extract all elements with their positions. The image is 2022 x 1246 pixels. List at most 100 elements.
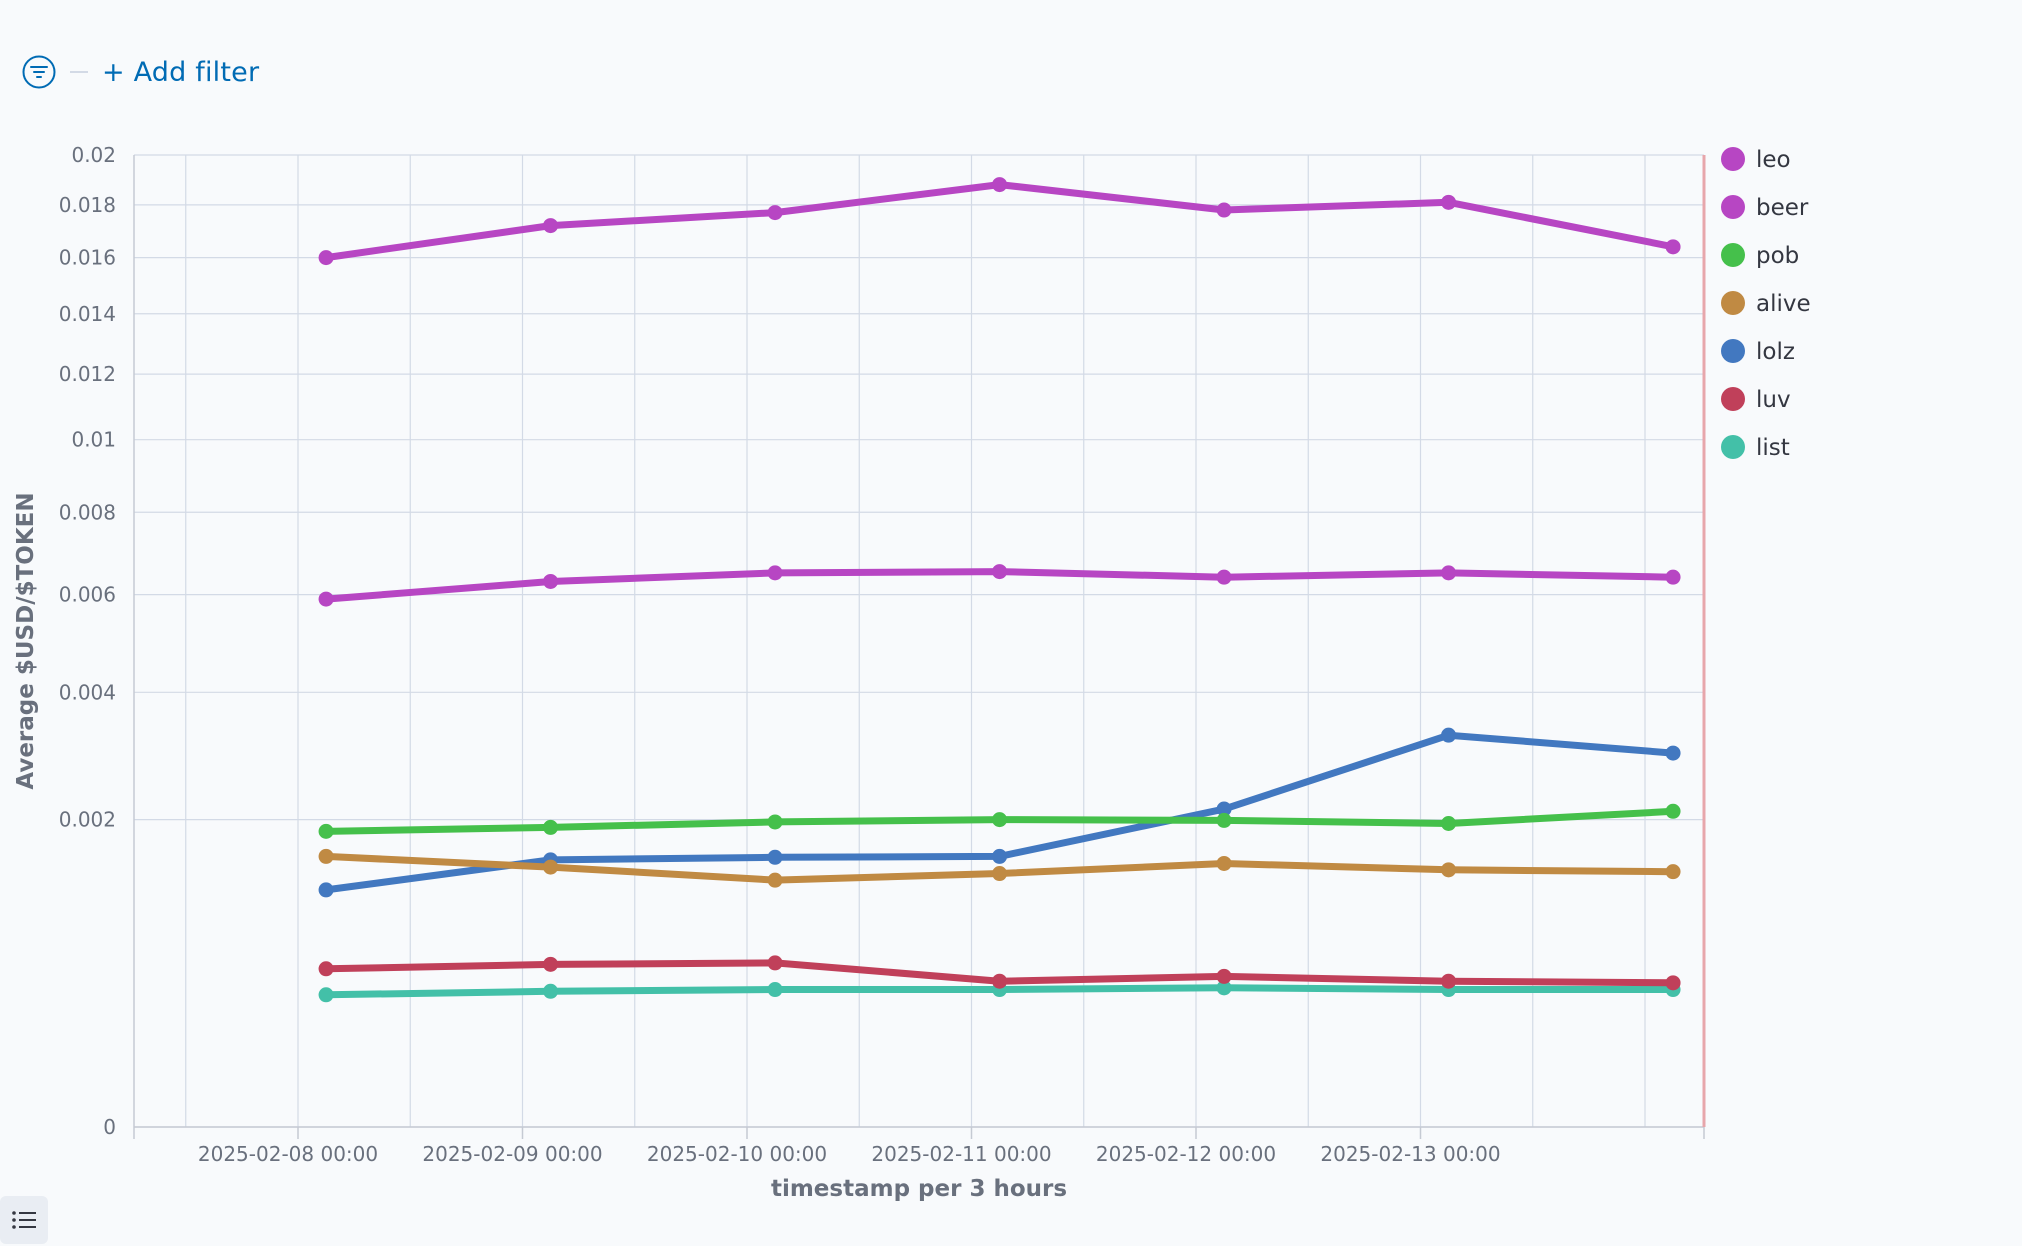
y-tick-label: 0.008 xyxy=(59,500,116,524)
data-point-lolz xyxy=(1216,801,1232,817)
filter-separator xyxy=(70,71,88,73)
x-tick-label: 2025-02-10 00:00 xyxy=(647,1142,827,1166)
data-point-luv xyxy=(992,973,1008,989)
y-tick-label: 0.01 xyxy=(71,428,116,452)
x-tick-label: 2025-02-09 00:00 xyxy=(422,1142,602,1166)
data-point-leo xyxy=(992,177,1008,193)
data-point-list xyxy=(767,982,783,998)
legend-item-luv[interactable]: luv xyxy=(1721,387,1791,413)
legend-swatch xyxy=(1721,243,1745,267)
add-filter-button[interactable]: + Add filter xyxy=(102,56,260,88)
data-point-pob xyxy=(543,819,559,835)
data-point-luv xyxy=(543,956,559,972)
legend-label: lolz xyxy=(1756,339,1795,365)
legend-toggle-button[interactable] xyxy=(0,1196,48,1244)
data-point-luv xyxy=(1216,968,1232,984)
data-point-pob xyxy=(767,814,783,830)
legend-swatch xyxy=(1721,147,1745,171)
data-point-lolz xyxy=(1665,745,1681,761)
y-tick-label: 0.002 xyxy=(59,808,116,832)
x-tick-label: 2025-02-08 00:00 xyxy=(198,1142,378,1166)
y-tick-label: 0.004 xyxy=(59,680,116,704)
series-alive xyxy=(318,848,1681,888)
data-point-alive xyxy=(1441,862,1457,878)
data-point-beer xyxy=(543,573,559,589)
data-point-alive xyxy=(543,859,559,875)
legend-swatch xyxy=(1721,387,1745,411)
data-point-pob xyxy=(1216,812,1232,828)
data-point-luv xyxy=(1441,973,1457,989)
data-point-luv xyxy=(1665,975,1681,991)
legend-item-beer[interactable]: beer xyxy=(1721,195,1809,221)
y-tick-label: 0.012 xyxy=(59,362,116,386)
data-point-luv xyxy=(767,955,783,971)
chart-series xyxy=(318,177,1681,1003)
y-tick-label: 0.014 xyxy=(59,302,116,326)
data-point-list xyxy=(543,983,559,999)
legend-label: alive xyxy=(1756,291,1811,317)
data-point-alive xyxy=(1665,864,1681,880)
data-point-pob xyxy=(1441,815,1457,831)
data-point-leo xyxy=(1665,239,1681,255)
data-point-lolz xyxy=(1441,727,1457,743)
legend-label: luv xyxy=(1756,387,1791,413)
series-leo xyxy=(318,177,1681,266)
data-point-leo xyxy=(767,205,783,221)
data-point-pob xyxy=(318,823,334,839)
data-point-beer xyxy=(1441,565,1457,581)
x-tick-label: 2025-02-13 00:00 xyxy=(1320,1142,1500,1166)
series-pob xyxy=(318,803,1681,839)
data-point-beer xyxy=(1665,569,1681,585)
legend-item-leo[interactable]: leo xyxy=(1721,147,1791,173)
legend-swatch xyxy=(1721,435,1745,459)
y-tick-label: 0.02 xyxy=(71,143,116,167)
y-tick-label: 0.016 xyxy=(59,246,116,270)
series-line-leo xyxy=(322,181,1677,262)
data-point-alive xyxy=(1216,855,1232,871)
data-point-leo xyxy=(543,218,559,234)
data-point-pob xyxy=(1665,803,1681,819)
legend-swatch xyxy=(1721,339,1745,363)
data-point-leo xyxy=(1441,194,1457,210)
legend-item-alive[interactable]: alive xyxy=(1721,291,1811,317)
data-point-list xyxy=(1216,980,1232,996)
data-point-alive xyxy=(318,848,334,864)
chart-legend: leo beer pob alive lolz luv list xyxy=(1721,147,1811,461)
legend-swatch xyxy=(1721,291,1745,315)
data-point-list xyxy=(318,987,334,1003)
data-point-lolz xyxy=(318,882,334,898)
legend-label: beer xyxy=(1756,195,1809,221)
series-beer xyxy=(318,564,1681,607)
y-tick-label: 0.018 xyxy=(59,193,116,217)
series-luv xyxy=(318,955,1681,991)
legend-item-lolz[interactable]: lolz xyxy=(1721,339,1795,365)
legend-item-pob[interactable]: pob xyxy=(1721,243,1799,269)
filter-bar: + Add filter xyxy=(22,54,259,90)
x-axis-title: timestamp per 3 hours xyxy=(771,1176,1067,1202)
legend-label: pob xyxy=(1756,243,1799,269)
data-point-leo xyxy=(1216,202,1232,218)
y-axis-title: Average $USD/$TOKEN xyxy=(13,492,39,789)
legend-label: leo xyxy=(1756,147,1791,173)
y-tick-label: 0 xyxy=(103,1115,116,1139)
data-point-beer xyxy=(1216,569,1232,585)
data-point-alive xyxy=(992,866,1008,882)
data-point-lolz xyxy=(767,849,783,865)
data-point-luv xyxy=(318,961,334,977)
filter-icon[interactable] xyxy=(22,55,56,89)
data-point-lolz xyxy=(992,848,1008,864)
x-tick-label: 2025-02-12 00:00 xyxy=(1096,1142,1276,1166)
legend-swatch xyxy=(1721,195,1745,219)
data-point-alive xyxy=(767,872,783,888)
data-point-beer xyxy=(318,591,334,607)
x-tick-label: 2025-02-11 00:00 xyxy=(871,1142,1051,1166)
y-tick-label: 0.006 xyxy=(59,583,116,607)
list-icon xyxy=(12,1211,36,1229)
legend-label: list xyxy=(1756,435,1790,461)
data-point-beer xyxy=(992,564,1008,580)
chart-axes: 0 0.002 0.004 0.006 0.008 0.01 0.012 0.014 0.016… xyxy=(13,143,1706,1202)
legend-item-list[interactable]: list xyxy=(1721,435,1790,461)
data-point-pob xyxy=(992,812,1008,828)
